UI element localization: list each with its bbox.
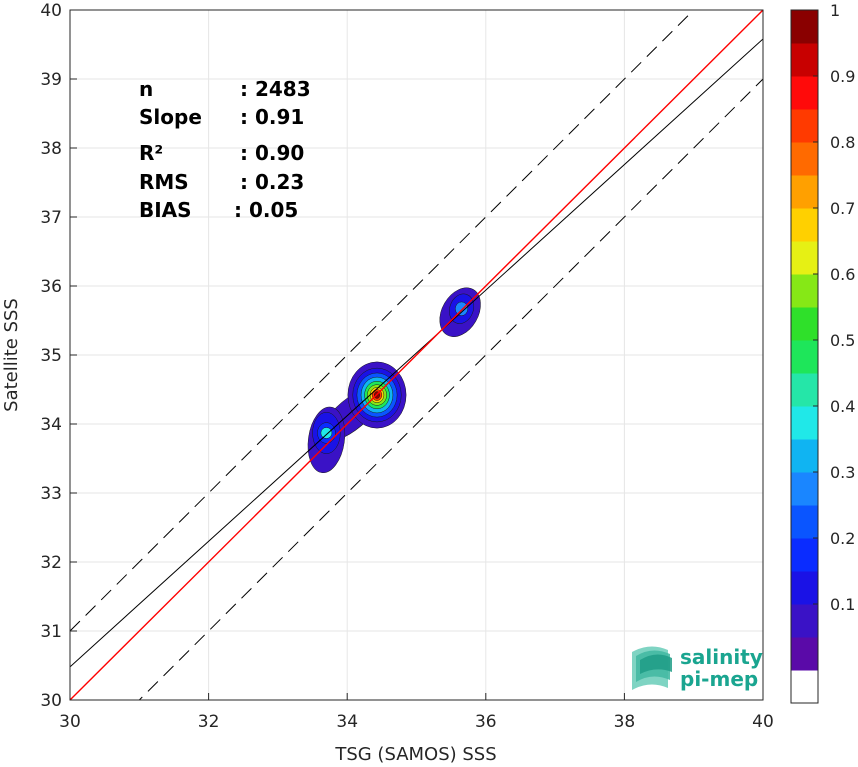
reference-lines	[70, 10, 763, 700]
x-tick-label: 32	[198, 712, 220, 732]
colorbar-tick-label: 0.4	[830, 397, 855, 416]
x-tick-label: 38	[614, 712, 636, 732]
colorbar-tick-label: 0.2	[830, 529, 855, 548]
colorbar-segment	[791, 604, 818, 638]
y-tick-label: 30	[40, 691, 62, 711]
colorbar-tick-label: 0.9	[830, 67, 855, 86]
logo-line2: pi-mep	[680, 667, 758, 691]
x-tick-label: 36	[475, 712, 497, 732]
y-tick-label: 37	[40, 208, 62, 228]
stat-r2-value: : 0.90	[240, 141, 304, 165]
stat-rms-label: RMS	[139, 170, 189, 194]
y-axis-ticks: 30 31 32 33 34 35 36 37 38 39 40	[40, 1, 77, 711]
y-tick-label: 40	[40, 1, 62, 21]
y-tick-label: 32	[40, 553, 62, 573]
colorbar-segment	[791, 571, 818, 605]
colorbar-segment	[791, 175, 818, 209]
density-peak	[455, 301, 469, 316]
y-tick-label: 35	[40, 346, 62, 366]
lower-envelope-line	[138, 78, 763, 700]
y-tick-label: 33	[40, 484, 62, 504]
colorbar-tick-label: 0.8	[830, 133, 855, 152]
colorbar-tick-label: 0.3	[830, 463, 855, 482]
x-axis-title: TSG (SAMOS) SSS	[334, 744, 496, 765]
colorbar-ticks: 0.1 0.2 0.3 0.4 0.5 0.6 0.7 0.8 0.9 1	[813, 1, 855, 614]
x-tick-label: 34	[336, 712, 358, 732]
density-contours	[307, 287, 481, 474]
colorbar-tick-label: 0.7	[830, 199, 855, 218]
colorbar-segment	[791, 670, 818, 704]
upper-envelope-line	[70, 10, 695, 632]
stat-slope-label: Slope	[139, 105, 202, 129]
colorbar-frame	[790, 9, 819, 704]
colorbar-tick-label: 0.6	[830, 265, 855, 284]
colorbar-segment	[791, 76, 818, 110]
colorbar-segment	[791, 373, 818, 407]
regression-fit-line	[70, 38, 763, 668]
colorbar-segment	[791, 274, 818, 308]
y-tick-label: 39	[40, 70, 62, 90]
colorbar-segment	[791, 208, 818, 242]
y-tick-label: 36	[40, 277, 62, 297]
colorbar	[790, 9, 819, 704]
colorbar-tick-label: 1	[830, 1, 840, 20]
stats-annotation: n : 2483 Slope : 0.91 R² : 0.90 RMS : 0.…	[139, 77, 311, 222]
colorbar-segment	[791, 43, 818, 77]
colorbar-segment	[791, 241, 818, 275]
colorbar-segment	[791, 439, 818, 473]
colorbar-tick-label: 0.1	[830, 595, 855, 614]
x-tick-label: 30	[59, 712, 81, 732]
identity-line	[70, 10, 763, 700]
y-tick-label: 34	[40, 415, 62, 435]
stat-n-label: n	[139, 77, 153, 101]
stat-bias-label: BIAS	[139, 198, 192, 222]
colorbar-segment	[791, 505, 818, 539]
stat-r2-label: R²	[139, 141, 163, 165]
density-peak	[320, 427, 333, 439]
colorbar-segment	[791, 10, 818, 44]
y-tick-label: 38	[40, 139, 62, 159]
y-axis-title: Satellite SSS	[1, 298, 22, 412]
colorbar-segment	[791, 538, 818, 572]
logo-waves-icon	[632, 646, 672, 690]
colorbar-segment	[791, 142, 818, 176]
stat-rms-value: : 0.23	[240, 170, 304, 194]
stat-bias-value: : 0.05	[234, 198, 298, 222]
colorbar-segment	[791, 340, 818, 374]
stat-n-value: : 2483	[240, 77, 311, 101]
colorbar-segment	[791, 472, 818, 506]
salinity-pi-mep-logo: salinity pi-mep	[632, 645, 763, 691]
x-tick-label: 40	[752, 712, 774, 732]
stat-slope-value: : 0.91	[240, 105, 304, 129]
colorbar-segment	[791, 109, 818, 143]
colorbar-segment	[791, 406, 818, 440]
x-axis-ticks: 30 32 34 36 38 40	[59, 693, 774, 732]
colorbar-segment	[791, 637, 818, 671]
colorbar-segment	[791, 307, 818, 341]
colorbar-tick-label: 0.5	[830, 331, 855, 350]
y-tick-label: 31	[40, 622, 62, 642]
logo-line1: salinity	[680, 645, 763, 669]
